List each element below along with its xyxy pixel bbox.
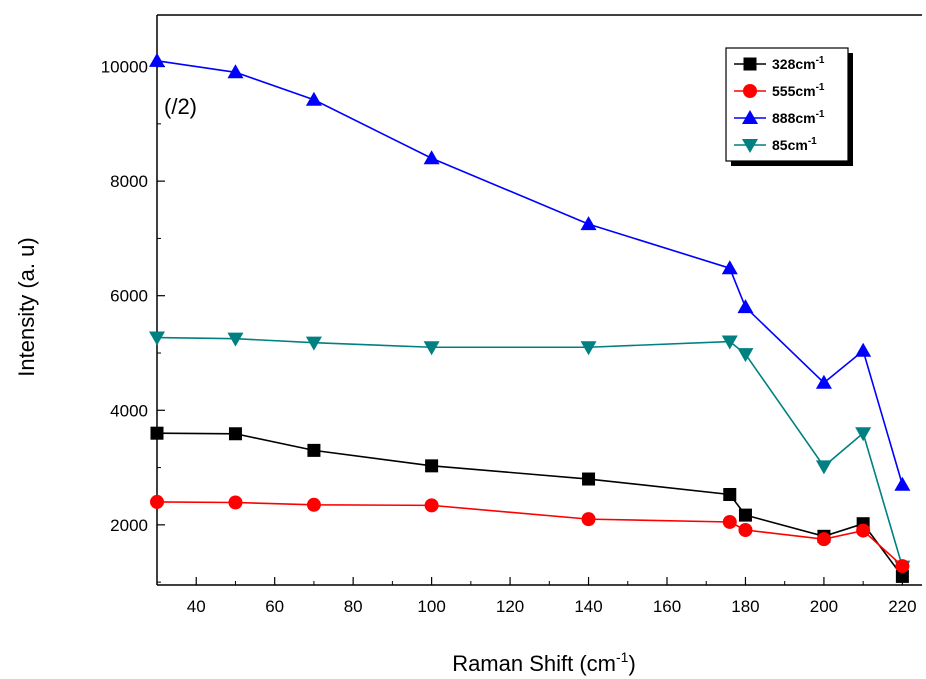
data-point	[228, 495, 243, 510]
series-line	[156, 336, 904, 567]
data-point	[895, 559, 910, 574]
data-point	[855, 427, 872, 442]
data-point	[580, 216, 597, 231]
x-tick-label: 120	[496, 597, 524, 616]
series-888cm	[149, 52, 911, 491]
x-axis-title-sup: -1	[616, 649, 629, 665]
y-tick-label: 10000	[101, 58, 148, 77]
series-layer	[149, 52, 911, 583]
legend-marker	[742, 110, 758, 124]
data-point	[738, 523, 753, 538]
data-point	[721, 335, 738, 350]
data-point	[150, 426, 164, 440]
data-point	[582, 472, 596, 486]
y-tick-label: 8000	[110, 172, 148, 191]
x-tick-label: 60	[265, 597, 284, 616]
annotation-label: (/2)	[164, 94, 197, 119]
data-point	[894, 476, 911, 491]
x-tick-label: 220	[888, 597, 916, 616]
legend-entry: 328cm-1	[734, 55, 825, 72]
series-line	[156, 501, 903, 567]
data-point	[150, 494, 164, 509]
data-point	[227, 332, 244, 347]
legend-entry: 85cm-1	[734, 136, 817, 153]
data-point	[425, 459, 439, 473]
data-point	[721, 260, 738, 275]
data-point	[580, 341, 597, 356]
data-point	[149, 52, 165, 67]
legend-marker	[742, 139, 758, 153]
data-point	[227, 64, 244, 79]
data-point	[722, 514, 737, 529]
data-point	[737, 299, 754, 314]
x-tick-label: 40	[187, 597, 206, 616]
data-point	[816, 532, 831, 547]
data-point	[307, 443, 321, 457]
axes: 40 60 80 100 120 140 160 180 200 220 2000 4000 6000 8…	[101, 58, 917, 616]
series-555cm	[150, 494, 910, 574]
y-tick-label: 6000	[110, 287, 148, 306]
legend-label: 555cm-1	[772, 82, 825, 99]
legend-label: 85cm-1	[772, 136, 817, 153]
plot-frame	[156, 14, 922, 586]
data-point	[895, 569, 909, 583]
x-axis-title-end: )	[628, 651, 635, 676]
x-tick-label: 140	[574, 597, 602, 616]
data-point	[424, 498, 439, 513]
data-point	[423, 341, 440, 356]
legend-marker	[743, 84, 757, 98]
series-line	[156, 432, 904, 577]
legend-entry: 555cm-1	[734, 82, 825, 99]
data-point	[306, 497, 321, 512]
y-tick-label: 2000	[110, 516, 148, 535]
legend-label: 888cm-1	[772, 109, 825, 126]
legend-label: 328cm-1	[772, 55, 825, 72]
data-point	[737, 348, 754, 363]
x-tick-label: 180	[731, 597, 759, 616]
data-point	[738, 508, 752, 522]
x-tick-label: 80	[344, 597, 363, 616]
data-point	[149, 331, 165, 346]
data-point	[305, 91, 322, 106]
data-point	[581, 512, 596, 527]
x-tick-label: 100	[417, 597, 445, 616]
data-point	[305, 336, 322, 351]
y-tick-label: 4000	[110, 401, 148, 420]
y-axis-title: Intensity (a. u)	[14, 237, 39, 376]
data-point	[815, 374, 832, 389]
data-point	[855, 342, 872, 357]
data-point	[423, 150, 440, 165]
data-point	[856, 523, 871, 538]
legend-entry: 888cm-1	[734, 109, 825, 126]
legend-marker	[743, 57, 757, 71]
x-axis-title-main: Raman Shift (cm	[452, 651, 616, 676]
x-tick-label: 200	[810, 597, 838, 616]
data-point	[815, 460, 832, 475]
x-axis-title: Raman Shift (cm-1)	[452, 649, 636, 676]
series-85cm	[149, 331, 911, 575]
legend: 328cm-1 555cm-1 888cm-1 85cm-1	[725, 47, 853, 166]
x-tick-label: 160	[653, 597, 681, 616]
data-point	[228, 427, 242, 441]
series-328cm	[150, 426, 909, 583]
series-line	[156, 60, 904, 485]
data-point	[723, 487, 737, 501]
